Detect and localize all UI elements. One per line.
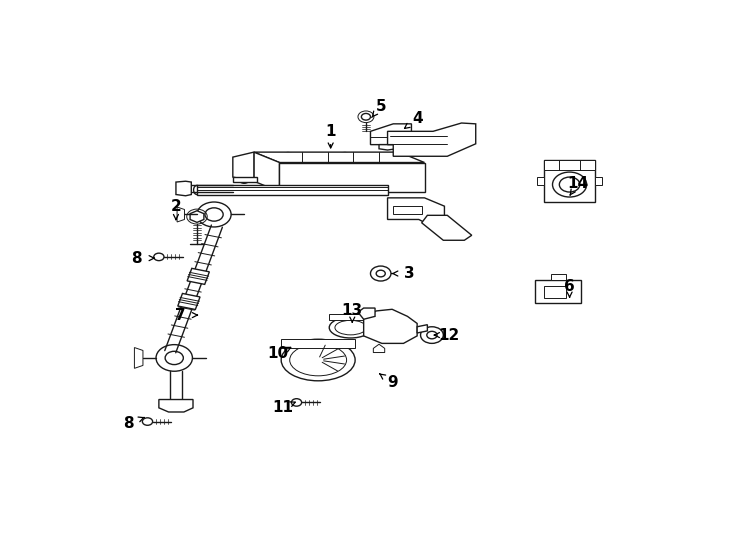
Text: 13: 13 bbox=[342, 303, 363, 319]
Text: 14: 14 bbox=[567, 176, 589, 191]
Text: 8: 8 bbox=[123, 416, 134, 431]
Polygon shape bbox=[388, 198, 445, 227]
Text: 7: 7 bbox=[175, 308, 185, 322]
Bar bbox=[544, 160, 595, 202]
Text: 4: 4 bbox=[412, 111, 423, 126]
Polygon shape bbox=[329, 314, 372, 320]
Text: 9: 9 bbox=[387, 375, 397, 390]
Bar bbox=[551, 274, 566, 280]
Polygon shape bbox=[393, 206, 421, 214]
Polygon shape bbox=[178, 293, 200, 309]
Polygon shape bbox=[190, 211, 204, 222]
Bar bbox=[544, 286, 566, 298]
Polygon shape bbox=[159, 400, 193, 412]
Text: 10: 10 bbox=[268, 346, 289, 361]
Polygon shape bbox=[379, 145, 396, 150]
Polygon shape bbox=[197, 185, 388, 194]
Polygon shape bbox=[371, 124, 412, 145]
Bar bbox=[544, 160, 595, 170]
Polygon shape bbox=[233, 177, 257, 182]
Text: 6: 6 bbox=[564, 279, 575, 294]
Polygon shape bbox=[388, 123, 476, 156]
Text: 12: 12 bbox=[438, 328, 459, 342]
Polygon shape bbox=[417, 325, 427, 333]
Text: 3: 3 bbox=[404, 266, 415, 281]
Polygon shape bbox=[363, 309, 417, 343]
Polygon shape bbox=[358, 308, 375, 319]
Text: 11: 11 bbox=[272, 400, 293, 415]
Polygon shape bbox=[254, 152, 280, 192]
Polygon shape bbox=[187, 268, 209, 285]
Polygon shape bbox=[280, 163, 424, 192]
Text: 2: 2 bbox=[170, 199, 181, 214]
Polygon shape bbox=[281, 339, 355, 348]
Polygon shape bbox=[134, 348, 143, 368]
Polygon shape bbox=[421, 215, 472, 240]
Polygon shape bbox=[254, 152, 424, 163]
Bar bbox=[537, 177, 544, 185]
Text: 1: 1 bbox=[325, 124, 336, 139]
Text: 5: 5 bbox=[375, 99, 386, 114]
Polygon shape bbox=[374, 344, 385, 353]
Polygon shape bbox=[176, 181, 192, 196]
Polygon shape bbox=[177, 207, 184, 222]
Bar bbox=[595, 177, 602, 185]
Bar bbox=[535, 280, 581, 303]
Text: 8: 8 bbox=[131, 251, 142, 266]
Polygon shape bbox=[233, 152, 254, 181]
